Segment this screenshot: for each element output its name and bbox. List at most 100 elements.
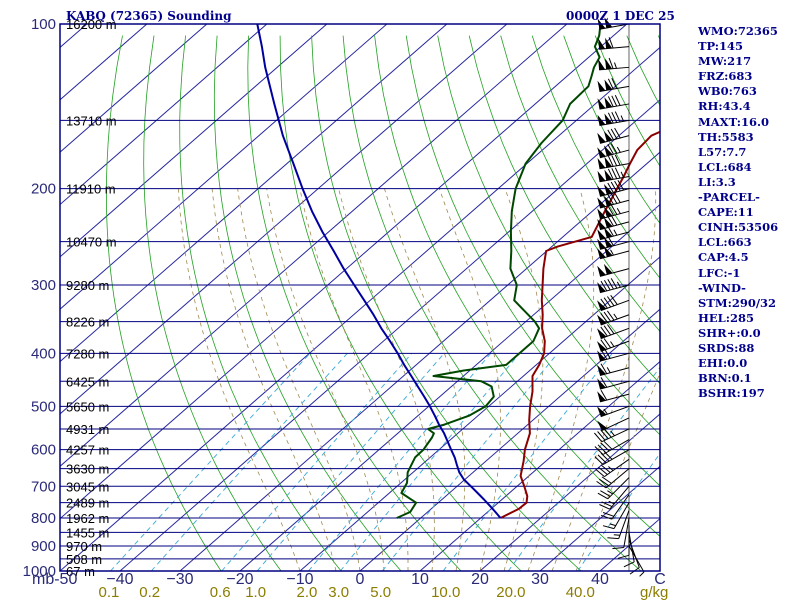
isotherm	[60, 24, 448, 363]
wind-barb	[597, 278, 630, 294]
wind-barb	[597, 348, 630, 362]
index-row: LCL:663	[698, 235, 752, 250]
plot-frame	[59, 23, 661, 572]
wind-barb	[597, 204, 630, 220]
isotherm	[60, 24, 388, 310]
height-label: 2489 m	[66, 496, 109, 511]
pressure-tick-label: 400	[31, 345, 56, 362]
height-label: 11910 m	[66, 182, 116, 197]
profile-line	[256, 24, 502, 519]
pressure-tick-label: 600	[31, 442, 56, 459]
wind-barb	[596, 468, 630, 489]
wind-barbs	[594, 17, 645, 577]
profile-lines	[256, 24, 660, 519]
station-title: KABQ (72365) Sounding	[66, 9, 232, 23]
height-label: 4931 m	[66, 422, 109, 437]
temp-tick-label: C	[654, 571, 666, 588]
mixing-ratio-label: 0.1	[99, 584, 120, 600]
temp-tick-label: −30	[166, 571, 193, 588]
dry-adiabat	[531, 35, 660, 279]
height-label: 8226 m	[66, 315, 109, 330]
wind-barb	[597, 377, 630, 390]
isotherm	[479, 413, 660, 571]
temp-tick-label: 10	[411, 571, 429, 588]
moist-adiabat	[503, 188, 544, 571]
pressure-tick-label: 700	[31, 478, 56, 495]
mixing-ratio-label: 3.0	[328, 584, 349, 600]
index-row: WMO:72365	[698, 24, 778, 38]
pressure-tick-label: 900	[31, 538, 56, 555]
dry-adiabat	[342, 35, 642, 571]
index-row: -WIND-	[698, 280, 746, 295]
mixing-ratio-line	[150, 352, 348, 571]
moist-adiabat	[266, 188, 385, 571]
temp-tick-label: −20	[226, 571, 253, 588]
wind-barb	[594, 449, 630, 466]
wind-barb	[597, 405, 630, 418]
wind-barb	[607, 510, 630, 540]
dry-adiabat	[374, 35, 660, 537]
isotherm	[60, 24, 208, 153]
moist-adiabat	[384, 188, 466, 571]
mixing-ratio-line	[339, 353, 520, 571]
index-row: SRDS:88	[698, 340, 755, 355]
index-row: BSHR:197	[698, 386, 765, 401]
height-label: 10470 m	[66, 235, 117, 250]
pressure-tick-label: 500	[31, 398, 56, 415]
mixing-ratio-label: 10.0	[431, 584, 460, 600]
wind-barb	[602, 502, 630, 530]
isotherm	[0, 24, 27, 571]
dry-adiabat	[143, 35, 282, 571]
height-label: 508 m	[66, 552, 102, 567]
mixing-ratio-label: 5.0	[370, 584, 391, 600]
wind-barb	[597, 94, 630, 110]
temp-tick-label: 20	[471, 571, 489, 588]
wind-barb	[597, 179, 630, 197]
wind-barb	[597, 477, 630, 500]
wind-barb	[597, 310, 630, 326]
temp-tick-label: 40	[591, 571, 609, 588]
mixing-ratio-label: 0.2	[139, 584, 160, 600]
temp-tick-label: 0	[356, 571, 365, 588]
dry-adiabat	[437, 35, 660, 436]
height-label: 3045 m	[66, 479, 109, 494]
wind-barb	[597, 192, 630, 209]
height-label: 970 m	[66, 539, 102, 554]
mixing-ratio-label: 0.6	[210, 584, 231, 600]
wind-barb	[594, 428, 630, 443]
moist-adiabat	[211, 188, 337, 571]
profile-line	[396, 24, 602, 519]
dry-adiabat	[247, 35, 462, 571]
temp-tick-label: −10	[286, 571, 313, 588]
index-row: CAPE:11	[698, 205, 754, 220]
index-row: -PARCEL-	[698, 190, 760, 205]
pressure-tick-label: 800	[31, 510, 56, 527]
index-row: SHR+:0.0	[698, 325, 761, 340]
index-row: EHI:0.0	[698, 356, 748, 371]
isotherm	[179, 151, 660, 571]
pressure-tick-label: 300	[31, 277, 56, 294]
wind-barb	[597, 167, 630, 183]
index-row: TP:145	[698, 39, 744, 54]
wind-barb	[597, 143, 630, 159]
height-label: 1962 m	[66, 511, 109, 526]
axis-labels: 0.1 0.2 0.6 1.0 2.0 3.0 5.0 10.0 20.0 40.0 g/kg 162…	[23, 16, 669, 600]
moist-adiabat	[237, 188, 361, 571]
isotherm	[60, 24, 628, 520]
index-row: LI:3.3	[698, 174, 736, 189]
moist-adiabat	[177, 188, 301, 571]
index-row: BRN:0.1	[698, 371, 752, 386]
index-row: LCL:684	[698, 159, 752, 174]
wind-barb	[597, 246, 630, 260]
mixing-ratio-line	[308, 353, 492, 571]
wind-barb	[600, 494, 630, 520]
isotherm	[419, 360, 660, 571]
dry-adiabat	[468, 35, 660, 385]
height-label: 3630 m	[66, 462, 109, 477]
isotherm	[119, 99, 660, 571]
height-label: 1455 m	[66, 525, 109, 540]
wind-barb	[597, 77, 630, 92]
dry-adiabat	[405, 35, 660, 487]
